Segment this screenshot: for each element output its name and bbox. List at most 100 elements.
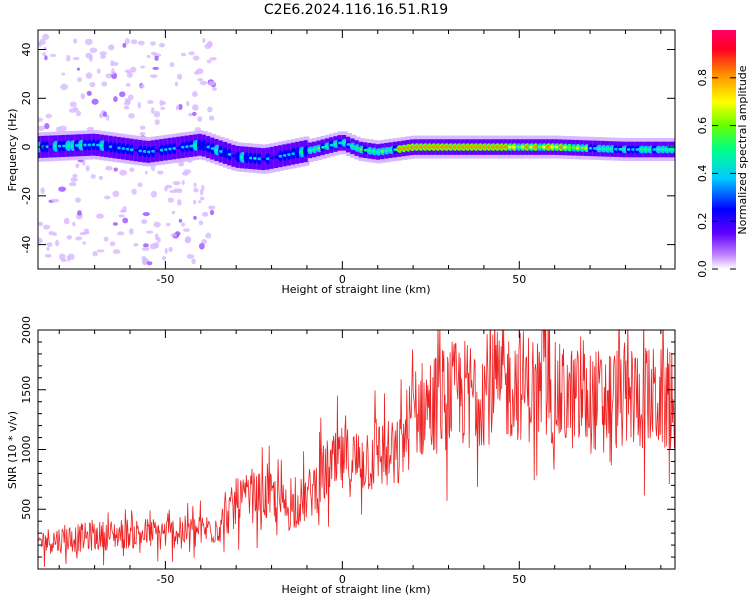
spectrogram-speckle xyxy=(96,68,101,74)
spectrogram-speckle xyxy=(181,222,185,227)
spectrogram-speckle xyxy=(146,261,153,266)
chart-title: C2E6.2024.116.16.51.R19 xyxy=(264,2,448,18)
y-tick-label: 2000 xyxy=(20,316,33,344)
spectrogram-speckle xyxy=(122,206,127,213)
spectrogram-axes: -50 0 50 -40 -20 0 20 40 xyxy=(20,30,675,286)
spectrogram-speckle xyxy=(162,255,167,261)
spectrogram-speckle xyxy=(46,247,50,251)
spectrogram-speckle xyxy=(212,87,217,91)
spectrogram-speckle xyxy=(48,231,56,236)
spectrogram-speckle xyxy=(128,112,135,119)
spectrogram-speckle xyxy=(153,221,161,228)
spectrogram-speckle xyxy=(150,190,158,198)
spectrogram-heatmap xyxy=(38,33,675,266)
spectrogram-speckle xyxy=(76,67,81,71)
spectrogram-speckle xyxy=(118,214,125,218)
spectrogram-speckle xyxy=(198,220,204,226)
spectrogram-speckle xyxy=(86,90,92,96)
spectrogram-speckle xyxy=(46,242,53,248)
spectrogram-speckle xyxy=(75,163,80,168)
spectrogram-speckle xyxy=(147,100,154,104)
spectrogram-speckle xyxy=(110,60,114,67)
spectrogram-speckle xyxy=(122,42,127,48)
x-tick-label: -50 xyxy=(156,273,174,286)
spectrogram-speckle xyxy=(159,99,164,107)
x-tick-label: 0 xyxy=(339,273,346,286)
spectrogram-speckle xyxy=(198,200,202,204)
spectrogram-speckle xyxy=(74,197,82,203)
spectrogram-speckle xyxy=(130,66,137,73)
spectrogram-speckle xyxy=(191,104,199,111)
spectrogram-speckle xyxy=(154,119,160,125)
spectrogram-speckle xyxy=(178,103,183,111)
spectrogram-speckle xyxy=(194,71,200,75)
spectrogram-speckle xyxy=(85,72,93,80)
y-tick-label: 0 xyxy=(20,144,33,151)
colorbar-label: Normalized spectral amplitude xyxy=(736,65,749,234)
spectrogram-speckle xyxy=(157,170,164,175)
spectrogram-speckle xyxy=(55,239,60,247)
spectrogram-frame xyxy=(37,29,676,270)
spectrogram-speckle xyxy=(139,132,146,136)
spectrogram-speckle xyxy=(80,93,86,100)
colorbar-tick-label: 0.8 xyxy=(696,69,709,87)
spectrogram-speckle xyxy=(133,242,139,247)
spectrogram-ylabel: Frequency (Hz) xyxy=(6,109,19,192)
spectrogram-panel: -50 0 50 -40 -20 0 20 40 Height of straight lin… xyxy=(6,29,676,296)
spectrogram-speckle xyxy=(69,101,77,108)
spectrogram-speckle xyxy=(154,55,159,61)
spectrogram-speckle xyxy=(77,77,83,83)
snr-axes: -50 0 50 500 1000 1500 2000 xyxy=(20,316,675,586)
spectrogram-xlabel: Height of straight line (km) xyxy=(281,283,430,296)
spectrogram-speckle xyxy=(139,125,146,130)
spectrogram-speckle xyxy=(150,107,155,114)
spectrogram-speckle xyxy=(178,218,183,223)
spectrogram-speckle xyxy=(157,237,161,243)
snr-ylabel: SNR (10 * v/v) xyxy=(6,411,19,489)
spectrogram-speckle xyxy=(109,241,116,247)
spectrogram-speckle xyxy=(42,33,50,40)
spectrogram-speckle xyxy=(142,211,150,217)
spectrogram-speckle xyxy=(206,59,212,64)
spectrogram-speckle xyxy=(164,247,168,255)
spectrogram-speckle xyxy=(168,246,173,253)
spectrogram-speckle xyxy=(66,235,73,240)
spectrogram-speckle xyxy=(208,205,216,210)
x-tick-label: 50 xyxy=(512,273,526,286)
spectrogram-speckle xyxy=(141,219,148,225)
snr-xlabel: Height of straight line (km) xyxy=(281,583,430,596)
spectrogram-speckle xyxy=(209,209,215,216)
spectrogram-speckle xyxy=(131,188,137,195)
spectrogram-speckle xyxy=(173,188,179,193)
spectrogram-speckle xyxy=(146,54,151,59)
spectrogram-speckle xyxy=(182,228,191,232)
spectrogram-speckle xyxy=(199,196,205,201)
spectrogram-speckle xyxy=(180,52,187,57)
spectrogram-speckle xyxy=(100,55,106,60)
spectrogram-speckle xyxy=(191,111,197,117)
spectrogram-speckle xyxy=(126,71,133,78)
spectrogram-speckle xyxy=(137,182,143,188)
spectrogram-speckle xyxy=(164,185,168,192)
spectrogram-speckle xyxy=(39,38,46,45)
spectrogram-speckle xyxy=(201,184,205,192)
spectrogram-speckle xyxy=(58,186,67,192)
spectrogram-speckle xyxy=(84,38,93,46)
spectrogram-speckle xyxy=(160,106,166,110)
spectrogram-speckle xyxy=(208,81,216,86)
spectrogram-speckle xyxy=(96,249,105,253)
spectrogram-speckle xyxy=(191,258,196,265)
spectrogram-speckle xyxy=(152,66,160,70)
spectrogram-speckle xyxy=(117,231,125,236)
spectrogram-speckle xyxy=(141,246,150,251)
spectrogram-speckle xyxy=(67,253,75,261)
spectrogram-speckle xyxy=(181,180,185,186)
spectrogram-speckle xyxy=(105,73,114,79)
spectrogram-speckle xyxy=(112,222,119,226)
spectrogram-speckle xyxy=(202,38,206,43)
colorbar-tick-label: 0.0 xyxy=(696,260,709,278)
spectrogram-speckle xyxy=(45,113,53,119)
spectrogram-speckle xyxy=(73,38,78,44)
spectrogram-speckle xyxy=(169,62,175,68)
